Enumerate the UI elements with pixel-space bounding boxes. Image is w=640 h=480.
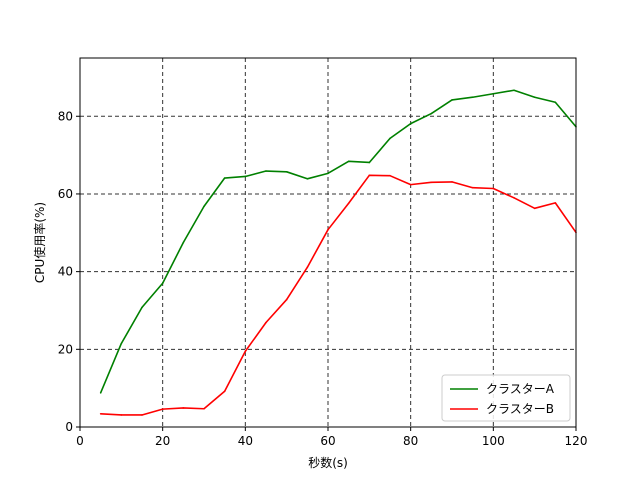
data-point — [533, 207, 536, 210]
data-point — [368, 174, 371, 177]
series-layer — [99, 89, 577, 416]
y-tick-label: 80 — [58, 109, 73, 123]
legend: クラスターA クラスターB — [441, 374, 571, 422]
data-point — [182, 241, 185, 244]
data-point — [492, 92, 495, 95]
data-point — [223, 177, 226, 179]
data-point — [471, 96, 474, 99]
x-tick-label: 60 — [320, 434, 335, 448]
data-point — [244, 350, 247, 353]
data-point — [120, 414, 123, 416]
data-point — [161, 282, 164, 285]
x-tick-label: 80 — [403, 434, 418, 448]
x-tick-label: 0 — [76, 434, 84, 448]
data-point — [327, 228, 329, 231]
y-tick-label: 20 — [58, 342, 73, 356]
data-point — [389, 137, 391, 140]
data-point — [141, 306, 143, 309]
data-point — [347, 202, 350, 205]
data-point — [430, 112, 433, 115]
y-tick-label: 60 — [58, 187, 73, 201]
data-point — [306, 266, 309, 269]
data-point — [285, 298, 288, 301]
data-point — [182, 407, 185, 409]
x-axis-label: 秒数(s) — [308, 455, 348, 470]
legend-label: クラスターB — [486, 402, 554, 416]
data-point — [409, 122, 412, 125]
x-tick-label: 100 — [482, 434, 505, 448]
data-point — [554, 101, 557, 104]
data-point — [409, 183, 412, 186]
data-point — [306, 177, 309, 180]
data-point — [161, 408, 164, 410]
data-point — [451, 181, 453, 183]
data-point — [244, 175, 247, 178]
data-point — [451, 99, 453, 101]
data-point — [285, 171, 288, 173]
data-point — [99, 392, 102, 394]
data-point — [99, 412, 102, 415]
series-line-1 — [99, 89, 577, 394]
data-point — [533, 96, 536, 99]
data-point — [203, 407, 205, 410]
series-line-2 — [100, 174, 577, 416]
grid-lines — [80, 58, 576, 427]
data-point — [554, 202, 557, 204]
data-point — [141, 414, 143, 416]
x-tick-label: 120 — [565, 434, 588, 448]
data-point — [471, 186, 474, 189]
data-point — [492, 187, 495, 190]
data-point — [430, 181, 433, 184]
legend-label: クラスターA — [486, 382, 555, 396]
data-point — [389, 174, 391, 177]
data-point — [203, 205, 205, 208]
data-point — [327, 172, 329, 175]
x-tick-label: 40 — [238, 434, 253, 448]
data-point — [513, 89, 515, 92]
data-point — [120, 342, 123, 345]
data-point — [347, 160, 350, 163]
y-tick-label: 0 — [65, 420, 73, 434]
axis-ticks: 0 20 40 60 80 100 120 0 20 40 60 80 — [58, 109, 588, 448]
x-tick-label: 20 — [155, 434, 170, 448]
data-point — [513, 197, 515, 199]
y-axis-label: CPU使用率(%) — [32, 202, 47, 283]
y-tick-label: 40 — [58, 265, 73, 279]
data-point — [368, 161, 371, 164]
data-point — [223, 390, 226, 393]
data-point — [265, 170, 267, 172]
data-point — [265, 321, 267, 324]
